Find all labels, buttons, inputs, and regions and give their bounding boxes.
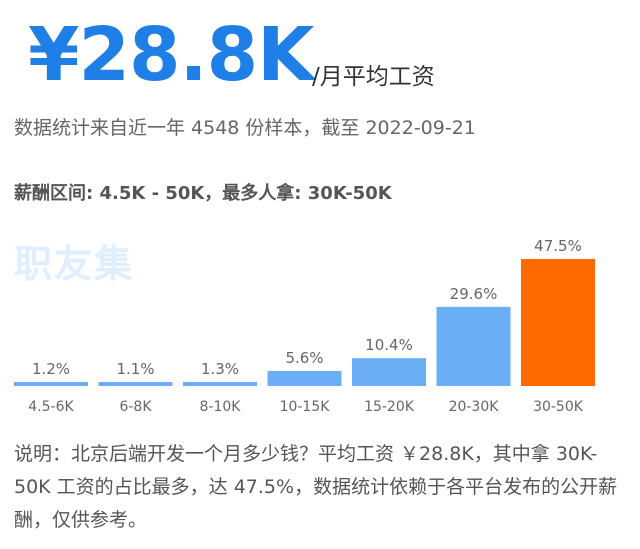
category-label: 20-30K xyxy=(449,399,500,415)
category-label: 4.5-6K xyxy=(28,399,74,415)
value-label: 5.6% xyxy=(285,349,323,367)
salary-header: ¥28.8K /月平均工资 xyxy=(28,12,628,98)
bar-10-15K xyxy=(267,371,342,386)
value-label: 29.6% xyxy=(450,285,498,303)
bar-20-30K xyxy=(436,306,511,386)
value-label: 47.5% xyxy=(534,237,582,255)
category-label: 6-8K xyxy=(119,399,152,415)
bar-6-8K xyxy=(98,382,173,386)
bar-30-50K xyxy=(521,259,595,386)
salary-range: 薪酬区间: 4.5K - 50K，最多人拿: 30K-50K xyxy=(14,183,392,204)
value-label: 1.3% xyxy=(201,360,239,378)
salary-distribution-chart: 1.2% 4.5-6K 1.1% 6-8K 1.3% 8-10K 5.6% 10-15K 10.… xyxy=(14,237,595,415)
description-text: 说明：北京后端开发一个月多少钱？平均工资 ￥28.8K，其中拿 30K-50K … xyxy=(14,443,618,531)
bar-15-20K xyxy=(352,358,426,386)
sample-info: 数据统计来自近一年 4548 份样本，截至 2022-09-21 xyxy=(14,117,476,139)
category-label: 8-10K xyxy=(200,399,242,415)
category-label: 30-50K xyxy=(533,399,584,415)
bar-8-10K xyxy=(183,382,257,386)
category-label: 15-20K xyxy=(364,399,415,415)
category-label: 10-15K xyxy=(280,399,331,415)
value-label: 10.4% xyxy=(365,336,413,354)
average-salary: ¥28.8K xyxy=(28,12,314,98)
salary-unit: /月平均工资 xyxy=(312,64,435,90)
value-label: 1.2% xyxy=(32,360,70,378)
value-label: 1.1% xyxy=(116,360,154,378)
watermark-logo: 职友集 xyxy=(14,242,135,286)
bar-4.5-6K xyxy=(14,382,88,386)
